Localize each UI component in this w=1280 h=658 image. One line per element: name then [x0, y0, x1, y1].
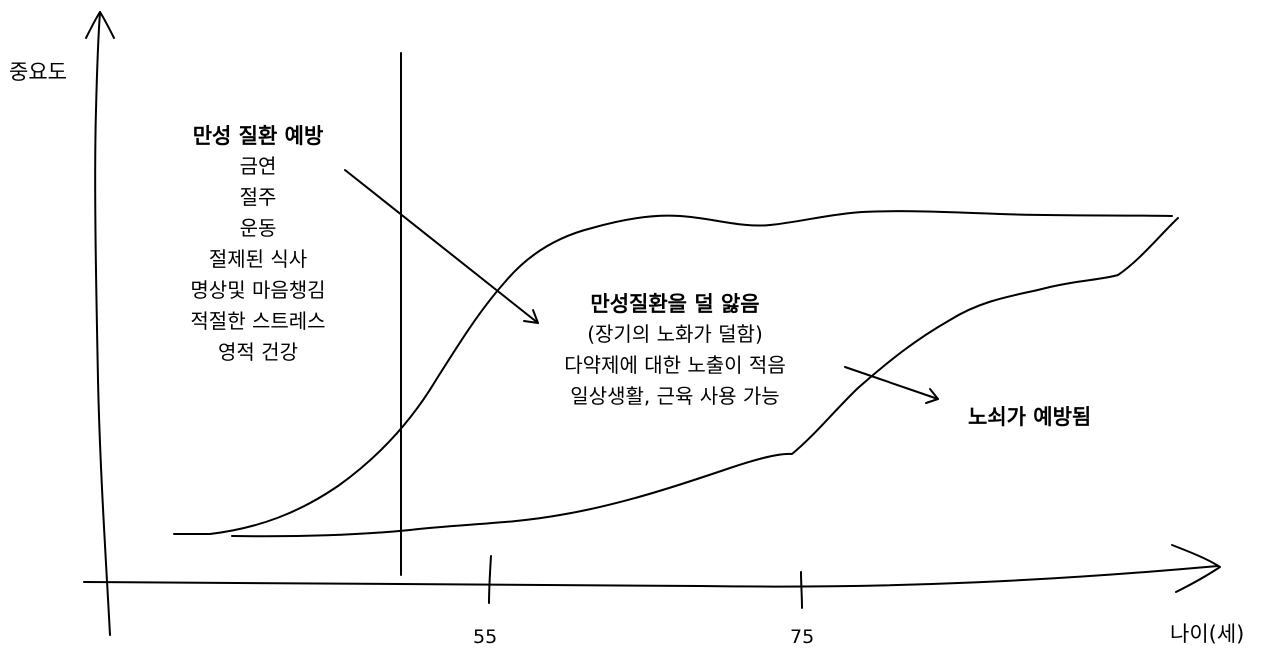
prevention-item: 금연: [239, 154, 277, 178]
tick-mark-75: [800, 571, 803, 609]
arrow-prevention-to-outcome: [344, 169, 539, 324]
tick-label-55: 55: [473, 626, 498, 648]
prevention-item: 운동: [239, 216, 277, 240]
prevention-item: 절주: [239, 185, 277, 209]
outcome-block: 만성질환을 덜 앓음 (장기의 노화가 덜함) 다약제에 대한 노출이 적음 일…: [500, 289, 850, 412]
prevention-item: 절제된 식사: [208, 247, 308, 271]
x-axis-label: 나이(세): [1170, 622, 1245, 646]
prevention-item: 적절한 스트레스: [190, 309, 326, 333]
frailty-curve: [231, 217, 1179, 538]
outcome-item: 다약제에 대한 노출이 적음: [564, 353, 786, 377]
y-axis-arrowhead: [85, 11, 115, 39]
prevention-item: 명상및 마음챙김: [190, 278, 326, 302]
prevention-item: 영적 건강: [218, 340, 298, 364]
prevention-curve: [173, 210, 1173, 535]
prevention-title: 만성 질환 예방: [192, 124, 324, 148]
outcome-item: (장기의 노화가 덜함): [587, 322, 763, 346]
tick-mark-55: [488, 555, 492, 604]
x-axis-arrowhead: [1171, 544, 1221, 593]
y-axis: [94, 11, 111, 636]
tick-label-75: 75: [790, 626, 815, 648]
outcome-item: 일상생활, 근육 사용 가능: [570, 384, 780, 408]
outcome-title: 만성질환을 덜 앓음: [590, 292, 760, 316]
arrow-outcome-to-result-head: [925, 388, 939, 404]
y-axis-label: 중요도: [9, 60, 67, 84]
arrow-prevention-to-outcome-head: [523, 309, 539, 324]
prevention-block: 만성 질환 예방 금연 절주 운동 절제된 식사 명상및 마음챙김 적절한 스트…: [150, 121, 366, 368]
result-label: 노쇠가 예방됨: [968, 405, 1092, 429]
x-axis: [83, 565, 1219, 588]
arrow-outcome-to-result: [844, 366, 939, 400]
